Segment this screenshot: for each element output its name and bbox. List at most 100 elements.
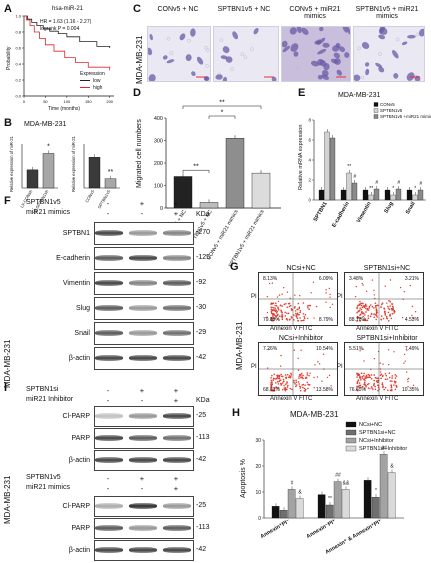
- panel-h-legend-swatch: [345, 421, 357, 428]
- panel-f-sign: -: [106, 199, 110, 208]
- panel-f-row-label: Vimentin: [62, 280, 90, 287]
- migrated-cell: [179, 33, 186, 41]
- flow-event: [370, 312, 373, 315]
- km-curve-low: [24, 15, 111, 48]
- panel-i-top-kda: -25: [196, 412, 207, 419]
- flow-event: [318, 363, 321, 365]
- flow-event: [271, 382, 273, 384]
- flow-event: [389, 301, 392, 303]
- flow-event: [274, 305, 276, 307]
- flow-event: [299, 386, 302, 388]
- panel-i-bottom-sign: +: [173, 474, 179, 483]
- flow-event: [294, 294, 296, 296]
- quadrant-lr: 10.35%: [402, 387, 420, 393]
- flow-event: [381, 303, 383, 306]
- flow-event: [373, 382, 375, 385]
- flow-event: [271, 282, 274, 284]
- flow-event: [372, 384, 375, 387]
- panel-i-top-row-label: β-actin: [68, 457, 90, 464]
- migrated-cell: [314, 40, 319, 45]
- membrane-pore: [243, 55, 248, 60]
- panel-f-row-label: E-cadherin: [56, 255, 90, 262]
- flow-event: [380, 377, 382, 380]
- panel-e-category-label: E-cadherin: [331, 200, 351, 228]
- flow-event: [364, 303, 367, 306]
- panel-b-letter: B: [4, 117, 12, 129]
- flow-event: [395, 386, 398, 388]
- blot-band: [163, 457, 191, 463]
- km-survival-plot: 0.0 0.2 0.4 0.6 0.8 1.0 0 50 100 150 200: [15, 14, 114, 104]
- panel-c-letter: C: [133, 3, 141, 15]
- flow-event: [388, 376, 391, 379]
- flow-event: [301, 384, 303, 386]
- flow-event: [300, 319, 303, 322]
- flow-event: [370, 374, 373, 376]
- flow-event: [289, 376, 292, 379]
- panel-d-ytick-label: 400: [154, 116, 163, 122]
- flow-event: [281, 388, 284, 391]
- migrated-cell: [222, 46, 230, 54]
- flow-event: [288, 305, 291, 308]
- flow-event: [303, 315, 305, 318]
- flow-event: [373, 357, 376, 360]
- panel-e-sig-mark: **: [369, 186, 373, 192]
- panel-h-bar: [295, 498, 304, 519]
- panel-a-letter: A: [4, 3, 12, 15]
- flow-event: [295, 315, 297, 317]
- flow-event: [383, 388, 385, 391]
- panel-a-hr: HR = 1.63 (1.16 - 2.27): [40, 19, 92, 25]
- flow-scatter: 3.48% 3.21% 88.78% 4.53%: [345, 273, 423, 325]
- panel-h-bar: [371, 497, 380, 519]
- migrated-cell: [407, 34, 416, 39]
- flow-event: [376, 381, 379, 384]
- panel-a-legend-high: high: [80, 86, 102, 91]
- flow-event: [390, 317, 393, 320]
- flow-event: [376, 377, 378, 380]
- flow-event: [393, 312, 395, 314]
- flow-event: [361, 385, 364, 388]
- flow-event: [374, 376, 377, 379]
- flow-event: [287, 376, 290, 379]
- flow-scatter: 7.26% 10.54% 68.62% 13.58%: [259, 343, 337, 395]
- migrated-cell: [319, 27, 324, 32]
- flow-event: [295, 379, 297, 382]
- flow-event: [392, 308, 394, 311]
- panel-f-blot-row: [94, 347, 194, 370]
- flow-event: [277, 383, 280, 385]
- flow-event: [300, 349, 302, 352]
- panel-i-top-blot-row: [94, 428, 194, 449]
- panel-f-kda: -42: [196, 354, 207, 361]
- flow-event: [411, 305, 414, 308]
- flow-event: [271, 381, 273, 383]
- migrated-cell: [336, 69, 343, 76]
- flow-event: [273, 388, 275, 390]
- panel-h-category-label: Annexin⁻PI⁺: [305, 518, 337, 540]
- flow-event: [395, 381, 397, 383]
- flow-event: [296, 312, 299, 315]
- quadrant-ll: 76.65%: [349, 387, 367, 393]
- flow-event: [379, 374, 382, 377]
- panel-i-bottom-sign: -: [106, 474, 110, 483]
- quadrant-ur: 7.49%: [405, 346, 420, 352]
- blot-band: [129, 547, 157, 553]
- quadrant-ul: 7.26%: [263, 346, 278, 352]
- flow-event: [388, 372, 391, 375]
- flow-event: [401, 316, 404, 319]
- migrated-cell: [378, 34, 386, 40]
- flow-event: [357, 373, 360, 375]
- flow-event: [389, 279, 392, 281]
- km-ytick-label: 1.0: [15, 14, 21, 19]
- panel-e-bar: [351, 182, 358, 201]
- migrated-cell: [310, 60, 319, 67]
- panel-e-ytick-label: 6: [308, 138, 311, 143]
- flow-event: [304, 390, 306, 392]
- flow-event: [391, 305, 394, 308]
- flow-event: [284, 374, 287, 376]
- km-ytick-label: 0.8: [15, 30, 21, 35]
- flow-event: [272, 309, 274, 312]
- quadrant-ul: 3.48%: [349, 276, 364, 282]
- flow-event: [310, 292, 312, 294]
- flow-event: [375, 318, 378, 321]
- blot-band: [129, 230, 157, 236]
- flow-event: [392, 307, 395, 309]
